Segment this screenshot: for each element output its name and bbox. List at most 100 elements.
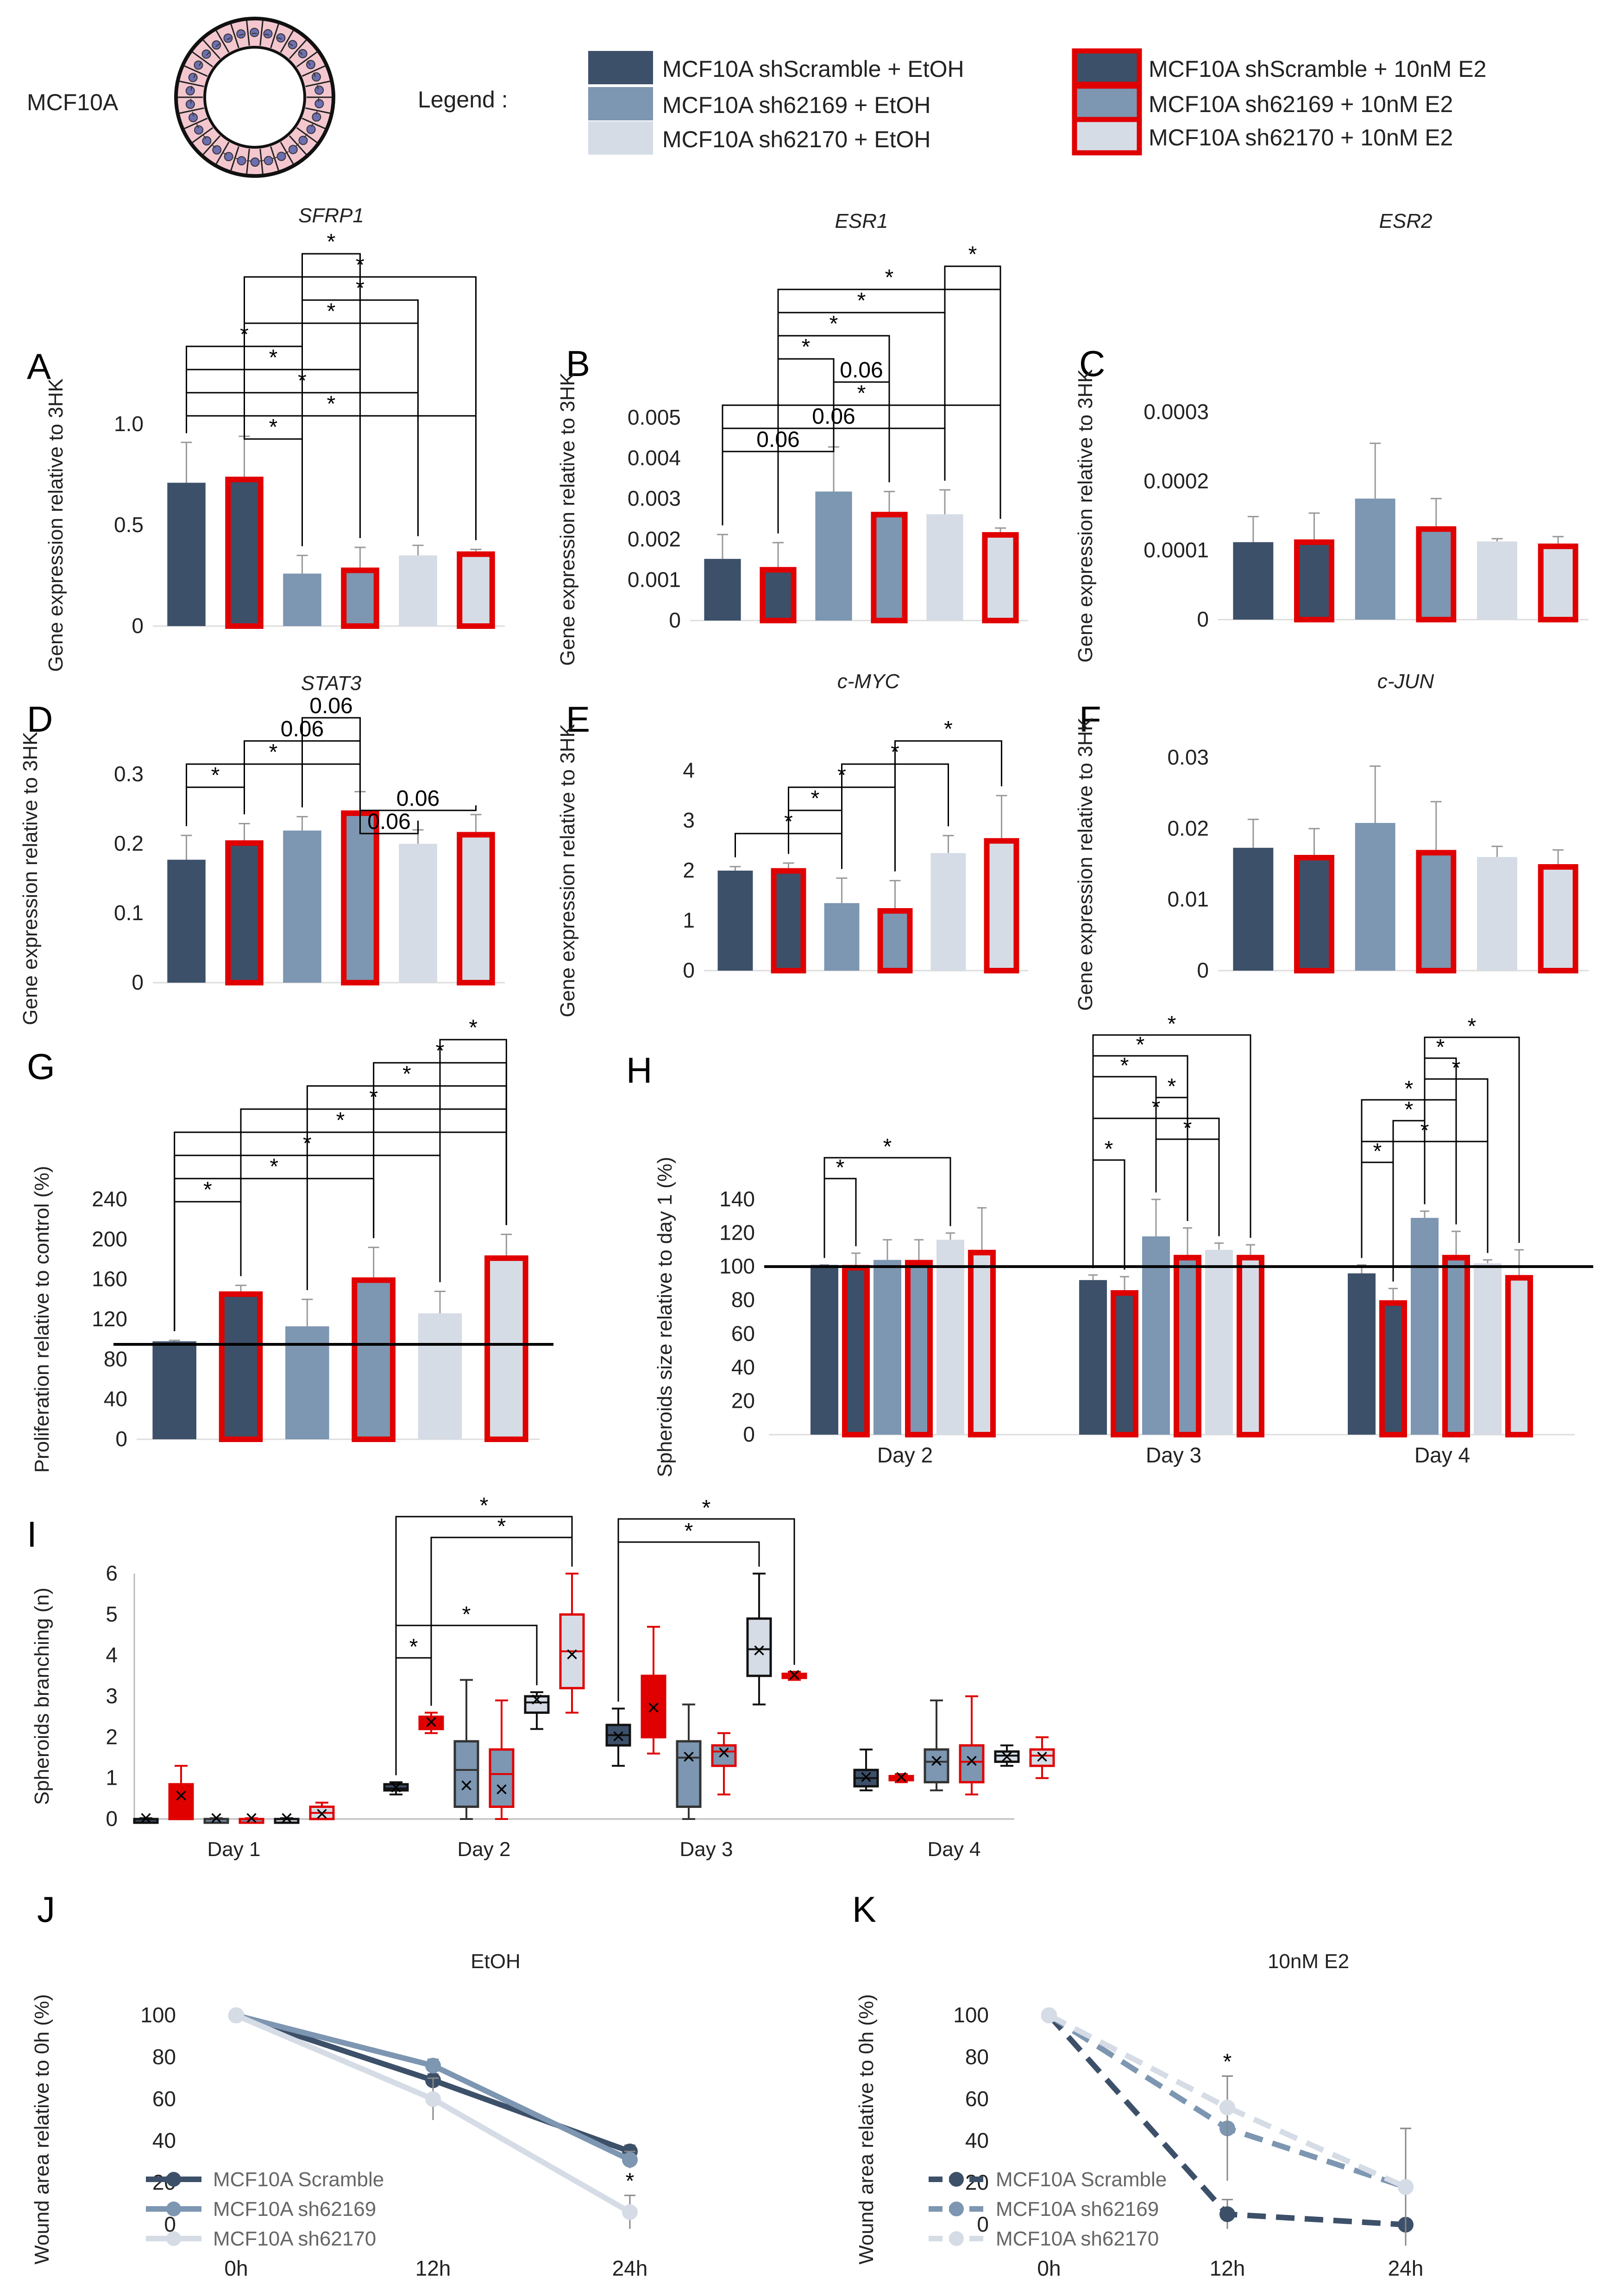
y-tick-label: 0.003 [628,486,681,510]
legend-label: MCF10A sh62170 + EtOH [662,126,930,152]
bar [717,871,753,971]
cell-line-label: MCF10A [27,89,119,115]
bar [905,1260,933,1438]
y-tick-label: 2 [683,858,695,882]
y-tick-label: 60 [731,1321,755,1345]
box-mean-marker: × [139,1806,152,1831]
bar [1294,539,1334,622]
significance-label: * [327,392,336,416]
significance-bracket [1155,1138,1220,1236]
legend-label: MCF10A shScramble + 10nM E2 [1149,56,1487,82]
y-tick-label: 1 [106,1766,118,1790]
significance-label: * [497,1514,506,1539]
bar [1477,857,1517,971]
box-mean-marker: × [930,1749,943,1773]
bar [1205,1249,1233,1435]
legend-title: Legend : [418,87,508,113]
bar [457,832,495,985]
cell-nucleus [250,157,260,167]
significance-label: * [857,289,866,313]
significance-label: * [1152,1095,1161,1120]
box [489,1748,515,1808]
y-tick-label: 100 [140,2003,176,2027]
significance-label: * [626,2169,635,2194]
bar [1379,1300,1407,1438]
y-tick-label: 0 [669,608,681,632]
cell-border [305,81,330,88]
significance-label: * [1120,1054,1129,1078]
box-mean-marker: × [210,1806,223,1831]
bar [219,1291,263,1442]
significance-bracket [174,1201,242,1331]
x-tick-label: 0h [1037,2256,1061,2280]
cell-nucleus [306,125,316,134]
legend-label: MCF10A Scramble [213,2168,384,2191]
box-mean-marker: × [425,1710,438,1734]
panel-letter: B [566,343,590,384]
bar [1233,542,1274,620]
significance-label: * [883,1135,892,1159]
bar [1416,526,1457,623]
significance-label: * [298,369,307,393]
y-tick-label: 1.0 [114,412,144,436]
y-tick-label: 0.0001 [1144,538,1209,562]
significance-label: * [702,1496,711,1520]
cell-nucleus [194,125,204,135]
significance-label: * [885,265,894,290]
significance-bracket [430,1537,573,1706]
legend-marker [949,2202,964,2216]
y-tick-label: 0.004 [628,446,681,470]
box-mean-marker: × [965,1749,978,1773]
y-tick-label: 0.001 [628,567,681,591]
bar [1538,864,1578,973]
cell-nucleus [212,145,222,155]
y-tick-label: 100 [719,1254,755,1278]
cell-border [296,51,318,68]
cell-nucleus [236,29,246,39]
significance-label: * [1405,1098,1414,1122]
cell-nucleus [298,136,308,145]
x-tick-label: 24h [612,2256,648,2280]
panel-letter: F [1079,699,1101,740]
chart-title: ESR2 [1379,210,1433,232]
chart-title: c-MYC [837,670,900,693]
y-axis-label: Proliferation relative to control (%) [31,1166,53,1473]
cell-nucleus [311,72,321,82]
box-mean-marker: × [280,1806,293,1831]
significance-bracket [617,1541,760,1702]
y-tick-label: 0 [115,1427,127,1451]
bar [824,903,860,971]
box-mean-marker: × [612,1724,625,1749]
panel-letter: J [37,1889,55,1930]
significance-bracket [1361,1161,1394,1282]
cell-border [230,24,239,48]
cell-border [184,65,208,77]
significance-bracket [833,381,890,483]
significance-label: * [269,415,278,439]
y-tick-label: 20 [731,1388,755,1412]
cell-nucleus [185,100,195,109]
bar [1474,1263,1502,1435]
bar [1237,1255,1264,1438]
y-tick-label: 2 [106,1725,118,1749]
box-mean-marker: × [390,1775,402,1800]
bar [926,514,963,621]
x-tick-label: 12h [415,2256,451,2280]
y-tick-label: 0.03 [1167,745,1209,769]
box-mean-marker: × [1036,1745,1049,1769]
bar [484,1255,528,1443]
significance-bracket [722,438,835,526]
significance-label: * [1420,1118,1429,1143]
significance-label: * [944,717,953,741]
panel-letter: G [27,1046,55,1087]
box-mean-marker: × [566,1643,578,1667]
box-mean-marker: × [245,1806,258,1831]
bar [1416,850,1457,974]
significance-label: * [968,242,977,267]
bar [225,477,264,629]
panel-letter: A [27,346,51,387]
box [959,1744,985,1783]
significance-label: * [270,1154,278,1179]
bar [760,567,797,624]
